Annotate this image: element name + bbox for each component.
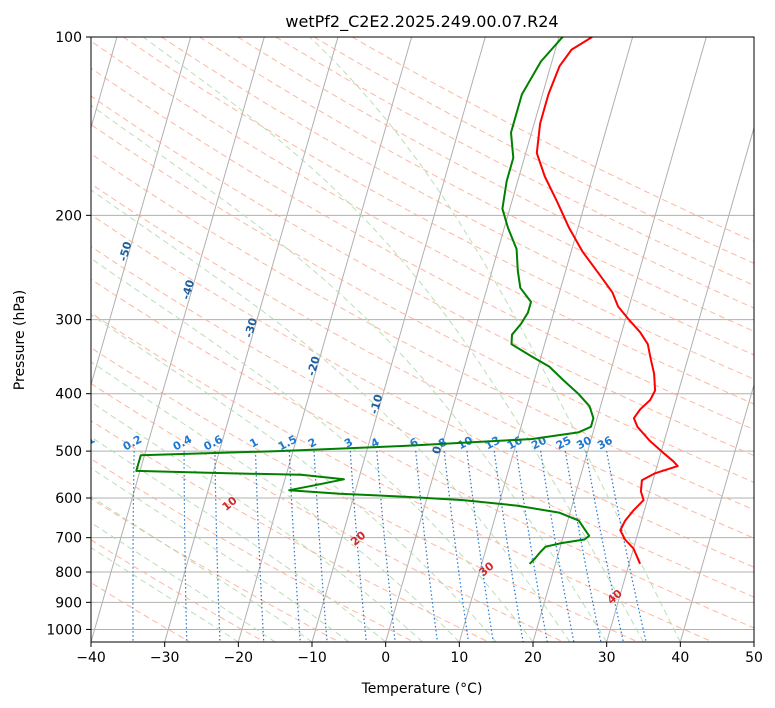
mixing-ratio-label: 16 (505, 434, 525, 453)
y-tick-label: 200 (55, 208, 82, 224)
moist-adiabat-line (91, 104, 608, 642)
moist-adiabat-line (91, 314, 497, 642)
x-tick-label: 30 (598, 650, 616, 666)
moist-adiabat-line (91, 257, 534, 642)
x-tick-label: −20 (224, 650, 254, 666)
x-tick-label: −40 (76, 650, 106, 666)
x-tick-label: 20 (524, 650, 542, 666)
moist-adiabat-line (309, 37, 681, 642)
mixing-ratio-line (466, 451, 494, 642)
moist-adiabat-line (91, 189, 571, 642)
temperature-profile (535, 37, 679, 565)
y-tick-label: 1000 (46, 622, 82, 638)
y-axis-label: Pressure (hPa) (12, 290, 28, 390)
x-tick-label: −30 (150, 650, 180, 666)
isotherm-label: -30 (242, 316, 260, 339)
mixing-ratio-line (214, 451, 221, 642)
background-lines (91, 37, 754, 642)
dry-adiabat-line (91, 419, 489, 642)
isotherm-label: -10 (367, 393, 385, 416)
isotherm-line (91, 37, 192, 387)
x-tick-label: 0 (381, 650, 390, 666)
dry-adiabat-line (91, 382, 564, 642)
x-tick-label: 40 (671, 650, 689, 666)
plot-area (91, 37, 754, 642)
mixing-ratio-line (443, 451, 470, 642)
isotherm-line (385, 37, 560, 642)
y-tick-label: 700 (55, 531, 82, 547)
dry-adiabat-line (91, 214, 754, 568)
moist-adiabat-line (91, 361, 460, 642)
mixing-ratio-line (493, 451, 524, 642)
isotherm-line (679, 383, 754, 642)
sounding-profiles (135, 37, 679, 565)
mixing-ratio-line (132, 451, 135, 642)
y-tick-label: 300 (55, 313, 82, 329)
isotherm-line (311, 37, 486, 642)
moist-adiabat-line (91, 401, 423, 642)
x-tick-label: −10 (297, 650, 327, 666)
isotherm-line (532, 37, 707, 642)
dewpoint-profile (135, 37, 595, 565)
mixing-ratio-line (585, 450, 624, 642)
isotherm-line (606, 125, 754, 642)
x-axis-label: Temperature (°C) (361, 681, 483, 697)
isotherm-line (164, 37, 339, 642)
x-tick-label: 10 (450, 650, 468, 666)
isotherm-label: -50 (117, 240, 135, 263)
chart-title: wetPf2_C2E2.2025.249.00.07.R24 (285, 12, 558, 32)
mixing-ratio-label: 25 (554, 434, 574, 453)
mixing-ratio-line (606, 450, 647, 642)
mixing-ratio-label: 30 (574, 434, 594, 453)
dry-adiabat-line (91, 153, 754, 511)
mixing-ratio-line (183, 451, 188, 642)
isotherm-label: 0 (430, 444, 445, 455)
y-tick-label: 500 (55, 444, 82, 460)
mixing-ratio-line (415, 451, 438, 642)
moist-adiabat-line (91, 467, 350, 642)
mixing-ratio-line (376, 451, 396, 642)
mixing-ratio-line (515, 451, 548, 642)
mixing-ratio-label: 36 (595, 434, 615, 453)
plot-frame (90, 36, 755, 643)
isotherm-line (458, 37, 634, 642)
x-tick-label: 50 (745, 650, 763, 666)
moist-adiabat-line (142, 37, 644, 642)
isotherm-line (237, 37, 413, 642)
mixing-ratio-line (349, 451, 367, 642)
dry-adiabat-line (91, 278, 754, 629)
y-axis-ticks: 100 200 300 400 500 600 700 800 900 1000 (46, 30, 91, 638)
isotherm-label: -40 (179, 278, 197, 301)
dry-adiabat-line (91, 458, 415, 642)
mixing-ratio-label: 13 (483, 434, 503, 453)
isotherm-label: -20 (305, 354, 323, 377)
mixing-ratio-line (288, 451, 301, 642)
dry-adiabat-line (91, 245, 754, 598)
x-axis-ticks: −40 −30 −20 −10 0 10 20 30 40 50 (76, 642, 763, 666)
mixing-ratio-line (313, 451, 328, 642)
dry-adiabat-line (91, 582, 191, 642)
y-tick-label: 900 (55, 595, 82, 611)
y-tick-label: 600 (55, 491, 82, 507)
mixing-ratio-label: 0.1 (74, 433, 97, 454)
mixing-ratio-line (254, 451, 265, 642)
y-tick-label: 800 (55, 565, 82, 581)
dry-adiabat-line (91, 183, 754, 539)
moist-adiabat-line (91, 495, 313, 642)
y-tick-label: 400 (55, 387, 82, 403)
y-tick-label: 100 (55, 30, 82, 46)
